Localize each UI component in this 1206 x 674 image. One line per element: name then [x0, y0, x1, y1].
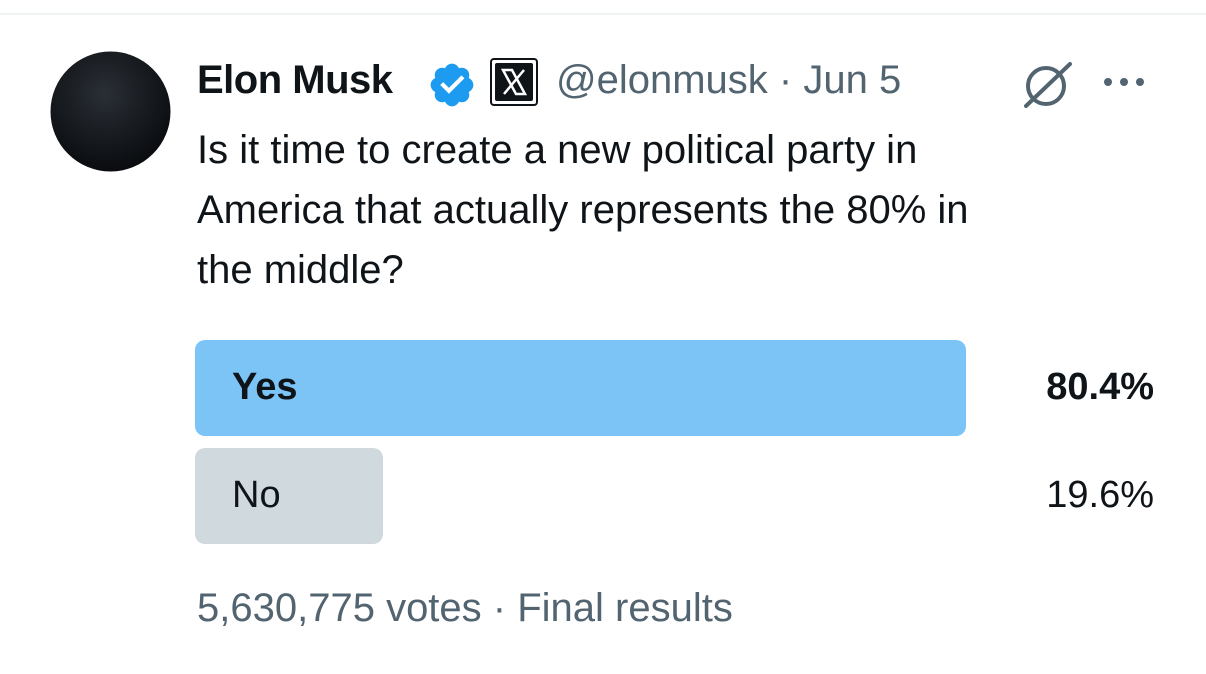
poll-footer: 5,630,775 votes · Final results	[197, 586, 733, 630]
poll-percentage: 80.4%	[1046, 366, 1154, 408]
poll-bar	[195, 340, 967, 436]
poll-bar	[195, 448, 383, 544]
poll-option-label: No	[232, 474, 281, 516]
post-text-line: Is it time to create a new political par…	[197, 128, 918, 172]
more-button[interactable]	[1100, 72, 1150, 92]
author-name[interactable]: Elon Musk	[197, 58, 393, 102]
grok-button[interactable]	[1020, 58, 1076, 110]
affiliate-badge	[490, 58, 538, 106]
avatar[interactable]	[50, 51, 171, 172]
post-text-line: America that actually represents the 80%…	[197, 188, 969, 232]
poll-percentage: 19.6%	[1046, 474, 1154, 516]
post-text-line: the middle?	[197, 248, 404, 292]
divider	[0, 13, 1206, 15]
verified-badge	[430, 63, 474, 107]
poll-option-label: Yes	[232, 366, 298, 408]
byline: @elonmusk · Jun 5	[556, 58, 902, 102]
